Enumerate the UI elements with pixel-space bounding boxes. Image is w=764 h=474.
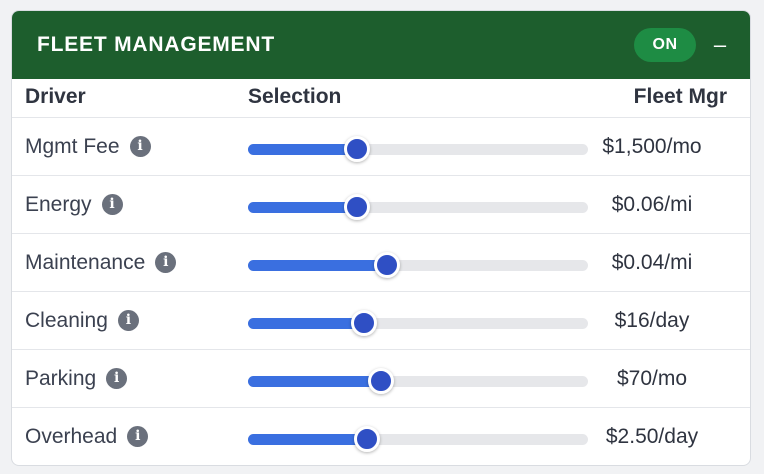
driver-name: Energy — [25, 193, 92, 216]
driver-label-overhead: Overhead i — [25, 425, 149, 449]
column-header-selection: Selection — [248, 85, 342, 108]
slider-fill — [248, 318, 364, 329]
driver-row: Parking i $70/mo — [12, 349, 750, 406]
slider-thumb[interactable] — [350, 310, 377, 336]
slider-track-overhead[interactable] — [248, 426, 588, 452]
slider-fill — [248, 376, 381, 387]
driver-name: Maintenance — [25, 251, 146, 274]
fleet-mgr-value: $0.06/mi — [611, 193, 693, 216]
slider-thumb[interactable] — [354, 426, 380, 452]
fleet-mgr-value: $1,500/mo — [602, 135, 702, 158]
slider-fill — [248, 434, 367, 445]
driver-name: Overhead — [25, 425, 118, 448]
driver-row: Maintenance i $0.04/mi — [12, 233, 750, 290]
slider-track-cleaning[interactable] — [248, 310, 588, 336]
driver-name: Parking — [25, 367, 97, 390]
slider-track-mgmt-fee[interactable] — [248, 136, 588, 162]
info-icon[interactable]: i — [155, 252, 177, 273]
slider-thumb[interactable] — [343, 136, 370, 162]
driver-row: Overhead i $2.50/day — [12, 407, 750, 464]
driver-label-maintenance: Maintenance i — [25, 251, 177, 275]
panel-title: FLEET MANAGEMENT — [37, 33, 275, 56]
info-icon[interactable]: i — [106, 368, 128, 389]
slider-fill — [248, 260, 388, 271]
info-icon[interactable]: i — [127, 426, 149, 447]
driver-name: Mgmt Fee — [25, 135, 120, 158]
slider-track-parking[interactable] — [248, 368, 588, 394]
column-header-fleet-mgr: Fleet Mgr — [633, 85, 727, 108]
slider-fill — [248, 202, 357, 213]
driver-label-cleaning: Cleaning i — [25, 309, 139, 333]
driver-row: Mgmt Fee i $1,500/mo — [12, 117, 750, 174]
column-header-driver: Driver — [25, 85, 86, 108]
fleet-management-card: FLEET MANAGEMENT ON – Driver Selection F… — [11, 10, 751, 466]
slider-track-maintenance[interactable] — [248, 252, 588, 278]
driver-row: Energy i $0.06/mi — [12, 175, 750, 232]
fleet-mgr-value: $0.04/mi — [611, 251, 693, 274]
on-toggle[interactable]: ON — [634, 28, 696, 62]
fleet-mgr-value: $16/day — [614, 309, 690, 332]
info-icon[interactable]: i — [117, 310, 139, 331]
fleet-mgr-value: $70/mo — [616, 367, 688, 390]
driver-row: Cleaning i $16/day — [12, 291, 750, 348]
slider-thumb[interactable] — [343, 194, 370, 220]
panel-header: FLEET MANAGEMENT ON – — [12, 11, 750, 79]
info-icon[interactable]: i — [101, 194, 123, 215]
slider-track-energy[interactable] — [248, 194, 588, 220]
fleet-mgr-value: $2.50/day — [605, 425, 699, 448]
slider-thumb[interactable] — [374, 252, 401, 278]
driver-name: Cleaning — [25, 309, 108, 332]
collapse-icon[interactable]: – — [713, 32, 727, 57]
driver-label-mgmt-fee: Mgmt Fee i — [25, 135, 151, 159]
info-icon[interactable]: i — [129, 136, 151, 157]
driver-label-parking: Parking i — [25, 367, 128, 391]
slider-thumb[interactable] — [367, 368, 394, 394]
driver-label-energy: Energy i — [25, 193, 123, 217]
slider-fill — [248, 144, 357, 155]
